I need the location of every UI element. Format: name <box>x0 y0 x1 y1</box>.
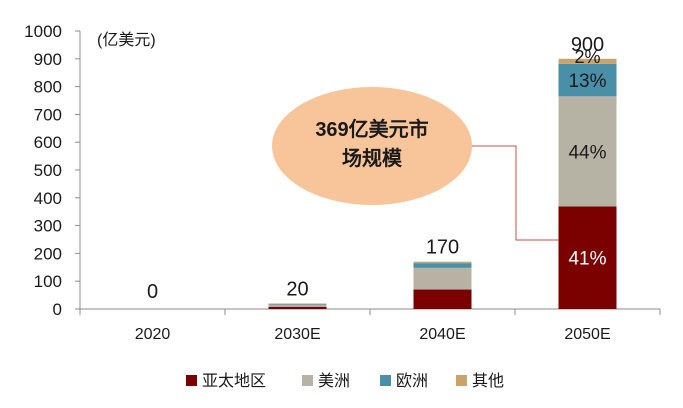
y-tick-label: 1000 <box>24 22 62 41</box>
y-tick-label: 500 <box>34 161 62 180</box>
bar-2040e--segment <box>413 263 472 268</box>
bar-2030e--segment <box>268 304 327 307</box>
x-axis: 2020 2030E 2040E 2050E <box>79 308 661 343</box>
y-tick-label: 600 <box>34 133 62 152</box>
x-tick-label: 2020 <box>135 326 171 343</box>
legend: 亚太地区 美洲 欧洲 其他 <box>186 372 504 390</box>
y-tick-label: 300 <box>34 217 62 236</box>
bar-2050e--segment <box>558 58 617 64</box>
segment-label: 2% <box>574 47 600 67</box>
segment-label: 44% <box>568 142 606 163</box>
y-tick-label: 100 <box>34 272 62 291</box>
bar-2050e--segment <box>558 206 617 309</box>
legend-label: 欧洲 <box>396 372 428 390</box>
callout-ellipse <box>272 87 472 205</box>
bar-2030e--segment <box>268 303 327 305</box>
legend-swatch- <box>456 375 467 386</box>
total-label: 0 <box>147 281 158 303</box>
y-tick-label: 800 <box>34 78 62 97</box>
legend-swatch- <box>302 375 313 386</box>
legend-swatch- <box>380 375 391 386</box>
y-tick-label: 400 <box>34 189 62 208</box>
total-label: 900 <box>571 34 604 56</box>
bar-2040e--segment <box>413 267 472 290</box>
bars: 0 20 170 900 41% 44% 13% 2% <box>147 34 617 309</box>
total-label: 170 <box>426 237 459 259</box>
segment-label: 41% <box>568 249 606 270</box>
legend-swatch- <box>186 375 197 386</box>
y-tick-label: 900 <box>34 50 62 69</box>
bar-2040e--segment <box>413 289 472 309</box>
unit-label: (亿美元) <box>97 31 156 49</box>
x-tick-label: 2040E <box>419 326 465 343</box>
total-label: 20 <box>286 278 308 300</box>
legend-label: 美洲 <box>318 372 350 390</box>
bar-2050e--segment <box>558 63 617 97</box>
callout-text-line: 场规模 <box>342 146 403 170</box>
bar-2050e--segment <box>558 96 617 207</box>
callout-text-line: 369亿美元市 <box>315 117 428 141</box>
legend-label: 亚太地区 <box>202 372 266 390</box>
y-axis: 0 100 200 300 400 500 600 700 800 900 1000 (亿美元) <box>24 22 156 319</box>
bar-2030e--segment <box>268 306 327 309</box>
legend-label: 其他 <box>472 372 504 390</box>
callout-connector <box>472 145 559 241</box>
bar-2040e--segment <box>413 261 472 264</box>
x-tick-label: 2030E <box>274 326 320 343</box>
segment-label: 13% <box>568 71 606 92</box>
x-tick-label: 2050E <box>564 326 610 343</box>
y-tick-label: 0 <box>53 300 62 319</box>
y-tick-label: 700 <box>34 105 62 124</box>
y-tick-label: 200 <box>34 244 62 263</box>
